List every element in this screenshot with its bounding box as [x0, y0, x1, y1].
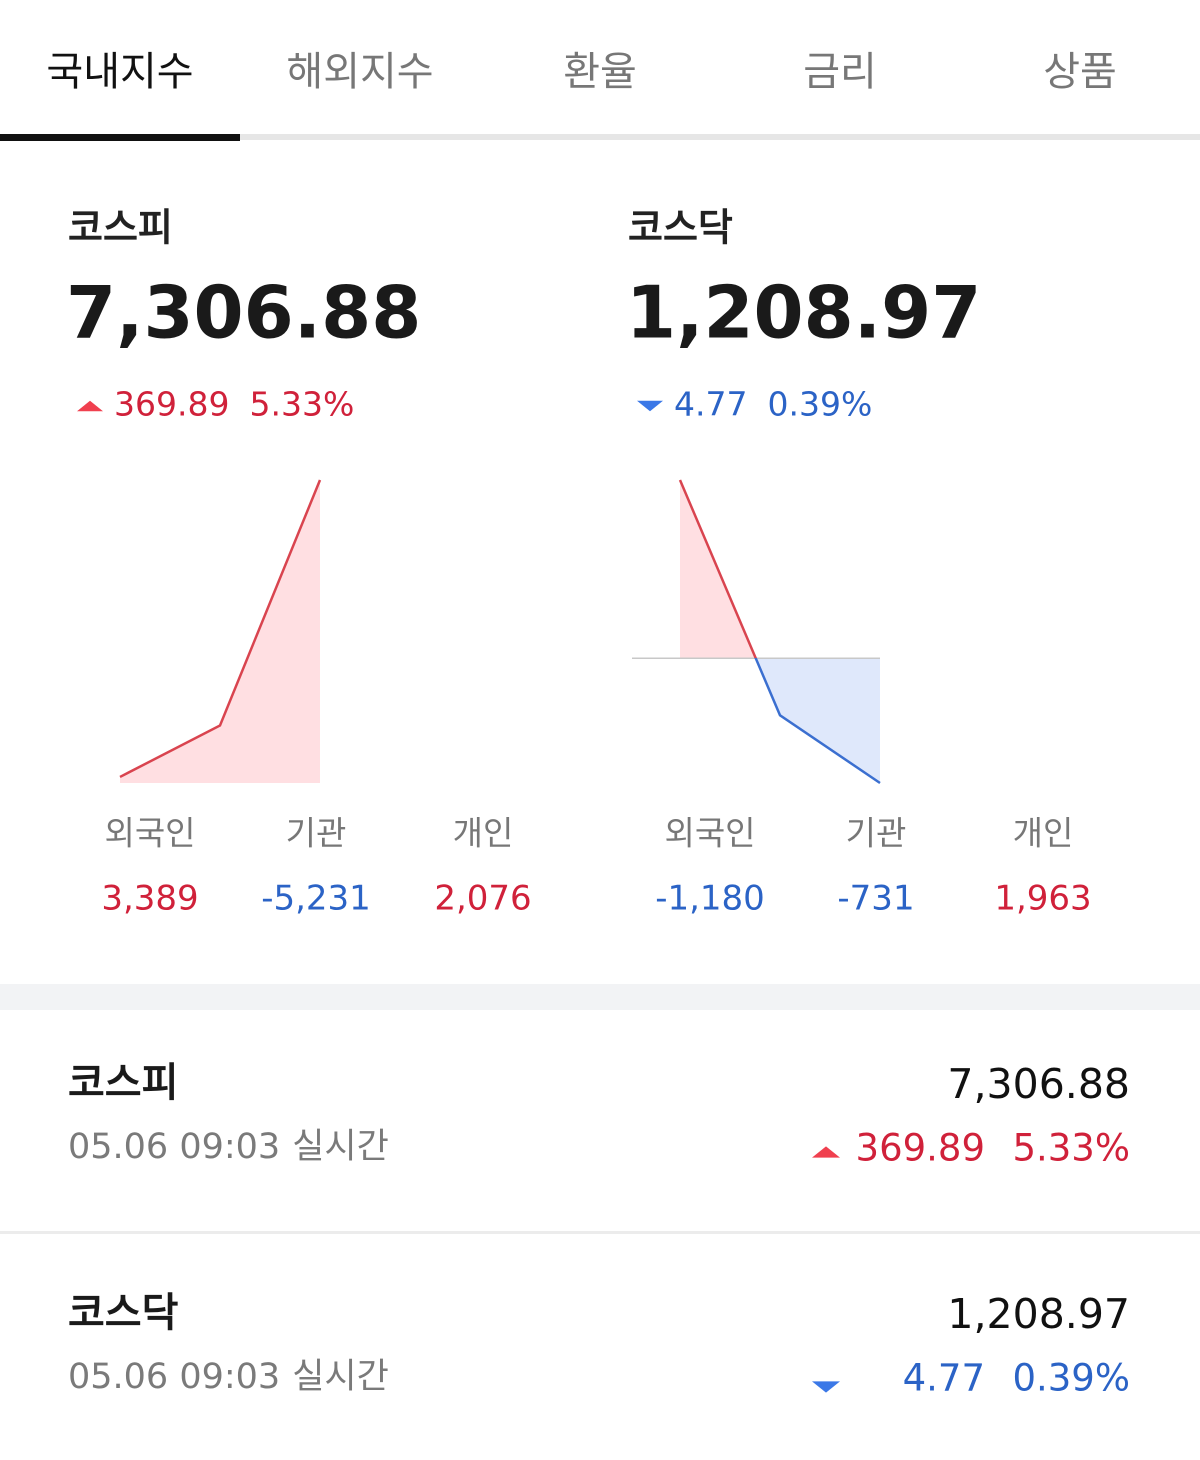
row-name: 코스닥	[68, 1290, 179, 1336]
investor-label: 외국인	[664, 814, 755, 853]
tab[interactable]: 환율	[563, 49, 637, 95]
index-change: 369.89	[114, 385, 229, 424]
investor-value: -1,180	[655, 879, 765, 919]
tab[interactable]: 국내지수	[46, 49, 193, 95]
investor-value: -5,231	[261, 879, 371, 919]
index-rate: 5.33%	[249, 385, 354, 424]
row-time: 05.06 09:03	[68, 1357, 280, 1397]
row-status: 실시간	[292, 1127, 389, 1167]
change-arrow	[637, 400, 663, 412]
row-arrow	[812, 1146, 840, 1158]
active-tab-indicator	[0, 134, 240, 141]
investor-label: 기관	[286, 814, 347, 853]
row-rate: 0.39%	[1012, 1357, 1130, 1400]
tab[interactable]: 해외지수	[286, 49, 433, 95]
section-gap	[0, 984, 1200, 1010]
row-value: 1,208.97	[947, 1290, 1130, 1338]
row-arrow	[812, 1381, 840, 1393]
index-value: 1,208.97	[626, 271, 981, 355]
index-rate: 0.39%	[767, 385, 872, 424]
tab[interactable]: 금리	[803, 49, 877, 95]
row-name: 코스피	[68, 1060, 178, 1106]
index-name: 코스피	[68, 206, 173, 250]
investor-value: 1,963	[994, 879, 1091, 919]
row-time: 05.06 09:03	[68, 1127, 280, 1167]
sparkline	[678, 479, 881, 785]
index-change: 4.77	[674, 385, 747, 424]
sparkline-area	[680, 480, 880, 783]
row-change: 4.77	[903, 1357, 985, 1400]
row-value: 7,306.88	[947, 1060, 1130, 1108]
sparkline-area	[120, 480, 320, 783]
tab[interactable]: 상품	[1043, 49, 1117, 95]
row-change: 369.89	[856, 1127, 985, 1170]
sparkline	[119, 479, 322, 779]
investor-label: 외국인	[104, 814, 195, 853]
investor-label: 개인	[1013, 814, 1074, 853]
change-arrow	[77, 400, 103, 412]
row-status: 실시간	[292, 1357, 389, 1397]
investor-label: 기관	[846, 814, 907, 853]
row-divider	[0, 1231, 1200, 1234]
investor-label: 개인	[453, 814, 514, 853]
row-rate: 5.33%	[1012, 1127, 1130, 1170]
index-value: 7,306.88	[66, 271, 421, 355]
tab-divider	[0, 134, 1200, 140]
investor-value: 3,389	[101, 879, 198, 919]
index-name: 코스닥	[628, 206, 733, 250]
investor-value: -731	[837, 879, 914, 919]
investor-value: 2,076	[434, 879, 531, 919]
